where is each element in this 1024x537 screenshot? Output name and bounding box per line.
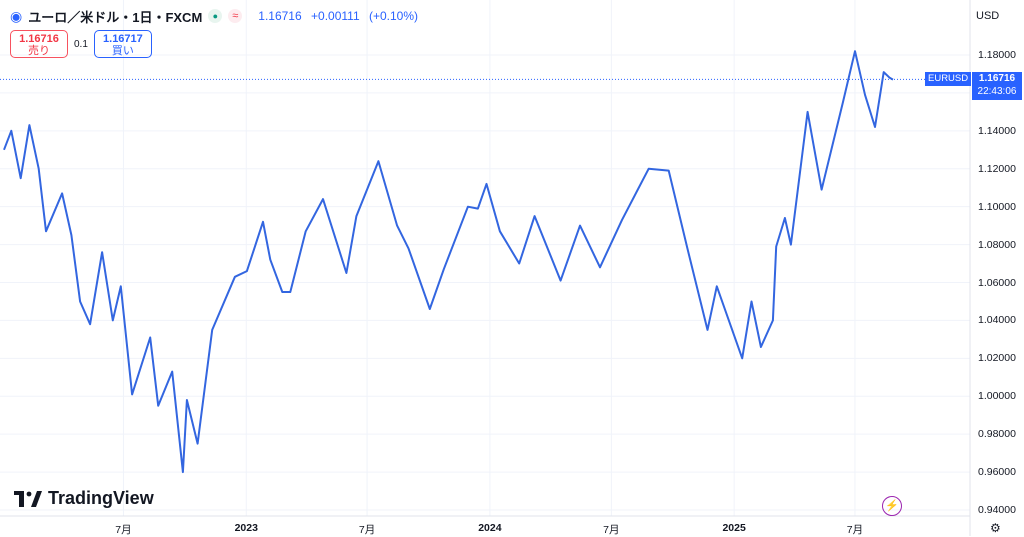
buy-button[interactable]: 1.16717 買い <box>93 30 152 58</box>
price-tick-label: 0.96000 <box>978 466 1016 479</box>
last-price-box: 1.16716 22:43:06 <box>972 72 1022 100</box>
time-tick-label: 2025 <box>722 522 746 534</box>
price-change: +0.00111 <box>311 9 360 23</box>
symbol-price-tag: EURUSD <box>925 72 972 86</box>
price-tick-label: 1.06000 <box>978 276 1016 289</box>
price-tick-label: 1.10000 <box>978 200 1016 213</box>
symbol-title[interactable]: ユーロ／米ドル・1日・FXCM <box>28 9 203 25</box>
tradingview-logo[interactable]: TradingView <box>14 488 154 509</box>
price-tick-label: 1.04000 <box>978 314 1016 327</box>
price-tick-label: 1.00000 <box>978 390 1016 403</box>
price-tick-label: 1.02000 <box>978 352 1016 365</box>
chart-header: ◉ ユーロ／米ドル・1日・FXCM ● ≈ 1.16716 +0.00111 (… <box>10 6 424 26</box>
time-tick-label: 7月 <box>603 524 620 536</box>
price-tick-label: 1.08000 <box>978 238 1016 251</box>
time-tick-label: 7月 <box>846 524 864 536</box>
price-tick-label: 1.18000 <box>978 49 1016 61</box>
buy-price: 1.16717 <box>103 33 143 45</box>
time-tick-label: 7月 <box>358 524 376 536</box>
brand-name: TradingView <box>48 488 154 508</box>
price-change-pct: (+0.10%) <box>368 9 418 23</box>
lightning-icon[interactable]: ⚡ <box>882 496 902 516</box>
sell-button[interactable]: 1.16716 売り <box>10 30 68 58</box>
time-tick-label: 7月 <box>115 524 132 536</box>
last-price-value: 1.16716 <box>978 73 1016 84</box>
settings-gear-icon[interactable]: ⚙ <box>990 521 1001 535</box>
time-tick-label: 2023 <box>234 522 258 534</box>
tradingview-logo-icon <box>14 490 42 507</box>
sell-price: 1.16716 <box>19 33 59 45</box>
buy-label: 買い <box>111 45 134 57</box>
current-price: 1.16716 <box>258 9 302 23</box>
price-tick-label: 1.12000 <box>978 162 1016 175</box>
chart-grid <box>0 0 970 516</box>
wave-icon[interactable]: ≈ <box>228 9 243 23</box>
price-tick-label: 0.94000 <box>978 504 1016 516</box>
currency-selector[interactable]: USD <box>976 10 1000 22</box>
price-series-line <box>3 50 894 474</box>
price-tick-label: 1.14000 <box>978 124 1016 137</box>
bar-countdown: 22:43:06 <box>977 86 1017 97</box>
trade-buttons: 1.16716 売り 0.1 1.16717 買い <box>10 30 152 58</box>
spread-value: 0.1 <box>74 38 88 50</box>
price-summary: 1.16716 +0.00111 (+0.10%) <box>258 9 424 23</box>
price-tick-label: 0.98000 <box>978 428 1016 441</box>
symbol-logo-icon[interactable]: ◉ <box>10 7 23 24</box>
sell-label: 売り <box>28 45 50 57</box>
market-open-icon[interactable]: ● <box>208 9 223 23</box>
time-tick-label: 2024 <box>478 522 502 534</box>
